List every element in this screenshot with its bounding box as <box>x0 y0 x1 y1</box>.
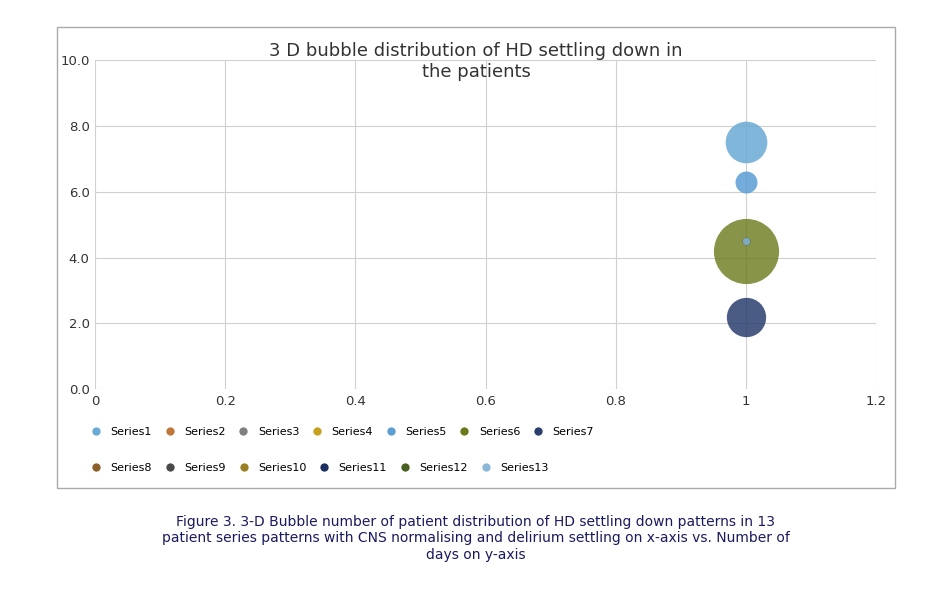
Point <box>738 236 753 246</box>
Point <box>738 246 753 256</box>
Point <box>738 236 753 246</box>
Legend: Series8, Series9, Series10, Series11, Series12, Series13: Series8, Series9, Series10, Series11, Se… <box>82 460 551 477</box>
Legend: Series1, Series2, Series3, Series4, Series5, Series6, Series7: Series1, Series2, Series3, Series4, Seri… <box>82 424 597 441</box>
Point <box>738 236 753 246</box>
Point <box>738 236 753 246</box>
Text: 3 D bubble distribution of HD settling down in
the patients: 3 D bubble distribution of HD settling d… <box>269 42 683 81</box>
Text: Figure 3. 3-D Bubble number of patient distribution of HD settling down patterns: Figure 3. 3-D Bubble number of patient d… <box>162 515 790 561</box>
Point <box>738 236 753 246</box>
Point <box>738 236 753 246</box>
Point <box>738 177 753 187</box>
Point <box>738 236 753 246</box>
Point <box>738 312 753 322</box>
Point <box>738 236 753 246</box>
Point <box>738 236 753 246</box>
Point <box>738 137 753 147</box>
